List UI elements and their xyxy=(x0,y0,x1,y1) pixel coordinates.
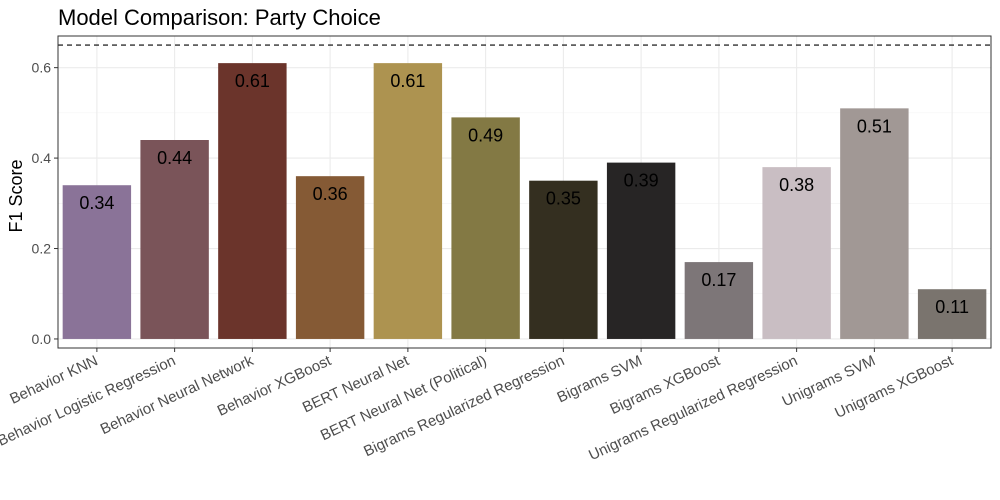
bar xyxy=(451,117,520,339)
bar-value-label: 0.61 xyxy=(235,71,270,91)
plot-border xyxy=(57,35,992,349)
bar-value-label: 0.38 xyxy=(779,175,814,195)
bar-value-label: 0.36 xyxy=(313,184,348,204)
bar-value-label: 0.17 xyxy=(701,270,736,290)
bar-value-label: 0.11 xyxy=(935,297,969,317)
bar xyxy=(62,185,132,339)
bar xyxy=(917,289,987,339)
bar-labels: 0.34 0.44 0.61 0.36 0.61 0.49 0.35 0.39 0.17 0.38… xyxy=(79,71,969,317)
y-axis: 0.0 0.2 0.4 0.6 xyxy=(32,60,58,347)
bar xyxy=(529,180,598,339)
bar xyxy=(140,140,209,339)
y-tick-label: 0.2 xyxy=(32,241,52,257)
bar xyxy=(295,176,365,339)
bar xyxy=(684,262,754,339)
bar-value-label: 0.49 xyxy=(468,125,503,145)
bar xyxy=(762,167,831,339)
plot-panel xyxy=(58,36,991,348)
bar-value-label: 0.51 xyxy=(857,116,892,136)
chart-title: Model Comparison: Party Choice xyxy=(58,5,381,30)
y-tick-label: 0.4 xyxy=(32,150,52,166)
bar-value-label: 0.39 xyxy=(624,171,659,191)
bar-value-label: 0.44 xyxy=(157,148,192,168)
bar xyxy=(218,63,287,339)
y-tick-label: 0.6 xyxy=(32,60,52,76)
bar-value-label: 0.35 xyxy=(546,189,581,209)
bar xyxy=(373,63,443,339)
bar-value-label: 0.61 xyxy=(390,71,425,91)
bar xyxy=(606,162,676,339)
bar xyxy=(840,108,909,339)
bar-value-label: 0.34 xyxy=(79,193,114,213)
bars xyxy=(62,63,987,339)
y-axis-title: F1 Score xyxy=(6,159,26,232)
y-tick-label: 0.0 xyxy=(32,331,52,347)
